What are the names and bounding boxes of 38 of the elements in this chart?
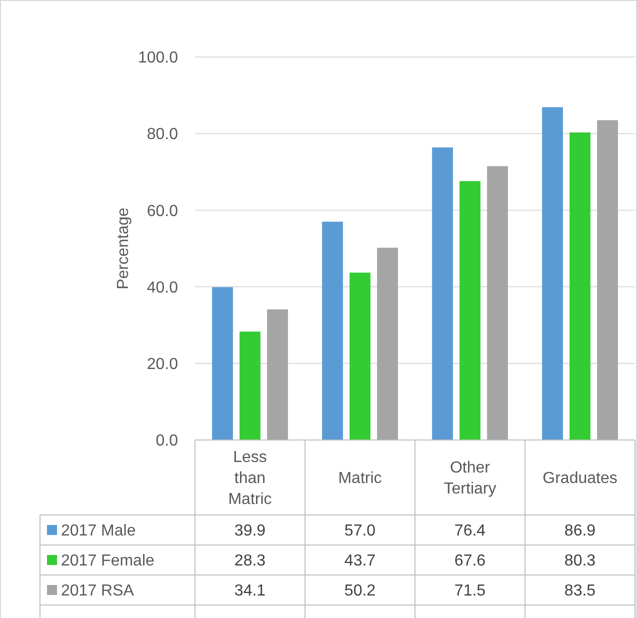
x-tick-label: Less than Matric (228, 449, 272, 508)
bar (267, 309, 288, 440)
y-tick-label: 60.0 (146, 202, 178, 220)
data-label: 71.5 (454, 582, 486, 600)
y-axis-title: Percentage (115, 207, 132, 290)
bar (542, 107, 563, 440)
legend-label: 2017 RSA (61, 582, 134, 600)
data-label: 76.4 (454, 522, 486, 540)
x-tick-label: Other Tertiary (444, 460, 496, 498)
legend-label: 2017 Male (61, 522, 136, 540)
data-label: 43.7 (344, 552, 376, 570)
data-label: 57.0 (344, 522, 376, 540)
y-tick-label: 0.0 (156, 432, 178, 450)
data-label: 80.3 (564, 552, 596, 570)
bar (240, 332, 260, 440)
data-label: 83.5 (564, 582, 596, 600)
y-tick-label: 100.0 (138, 50, 178, 67)
x-tick-label: Graduates (542, 470, 618, 488)
bar (432, 147, 453, 440)
data-label: 34.1 (234, 582, 266, 600)
bar (322, 222, 343, 440)
x-tick-label: Matric (338, 470, 382, 488)
bar (377, 248, 398, 440)
y-tick-label: 40.0 (146, 279, 178, 296)
bar (487, 166, 508, 440)
bar (212, 287, 233, 440)
bar (460, 181, 480, 440)
data-label: 86.9 (564, 522, 596, 540)
bar (350, 272, 370, 440)
y-tick-label: 80.0 (146, 126, 178, 144)
bar (570, 132, 590, 440)
data-label: 39.9 (234, 522, 266, 540)
y-tick-label: 20.0 (146, 356, 178, 373)
data-label: 67.6 (454, 552, 486, 570)
data-label: 28.3 (234, 552, 266, 570)
data-label: 50.2 (344, 582, 376, 600)
legend-label: 2017 Female (61, 552, 154, 570)
bar (597, 120, 618, 440)
